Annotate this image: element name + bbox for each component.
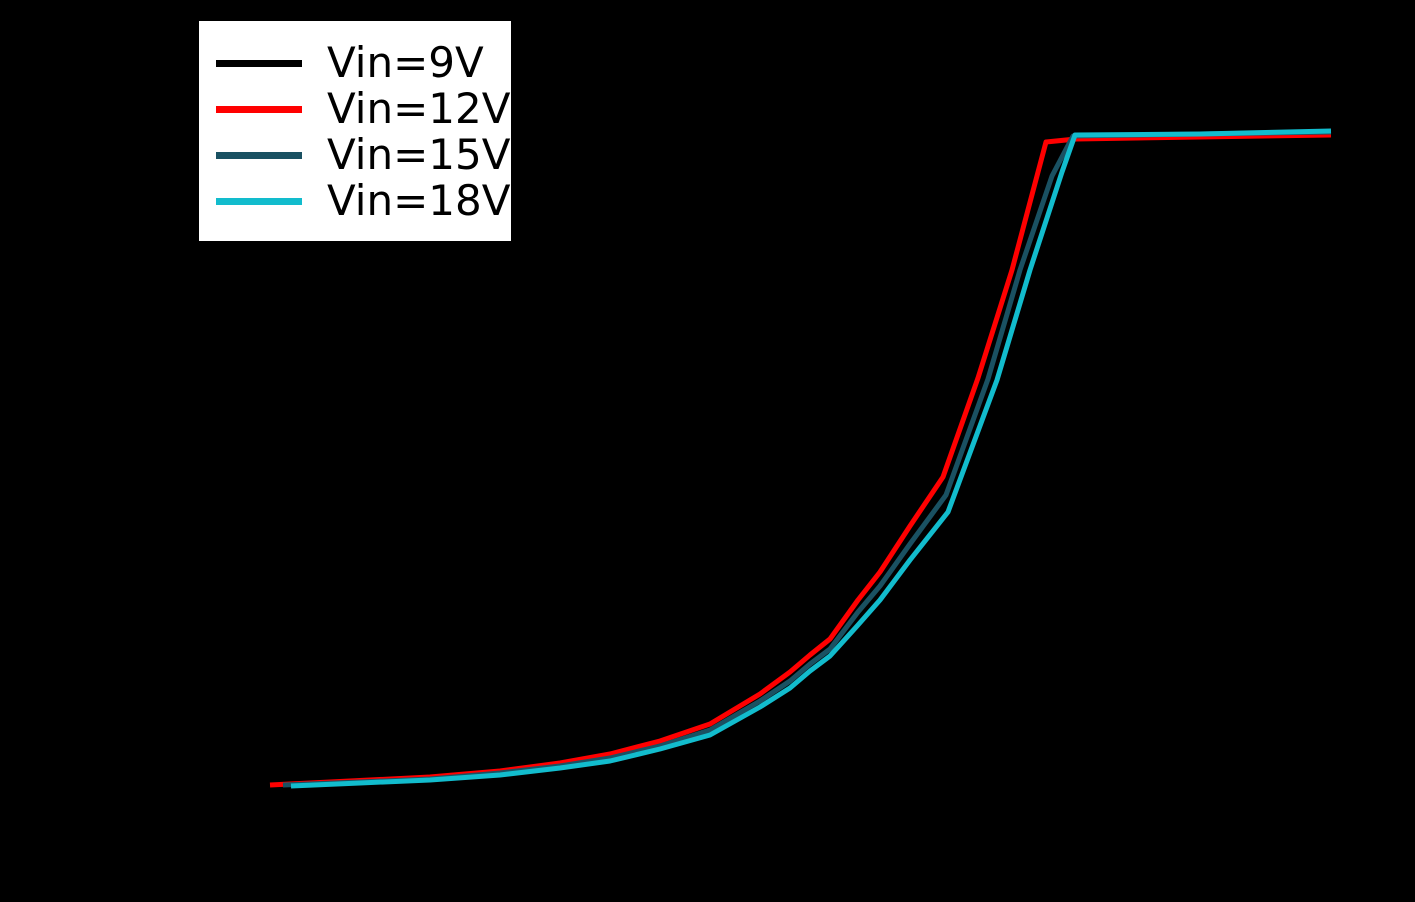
legend-line-swatch-vin15 [216,151,302,159]
legend-line-swatch-vin12 [216,105,302,113]
legend-line-swatch-vin18 [216,197,302,205]
legend-entry-vin9: Vin=9V [199,41,511,85]
series-line-vin-9v [261,130,1332,785]
legend-label-vin9: Vin=9V [327,38,484,87]
legend: Vin=9V Vin=12V Vin=15V Vin=18V [196,18,514,244]
legend-entry-vin12: Vin=12V [199,87,511,131]
legend-entry-vin18: Vin=18V [199,179,511,223]
legend-label-vin12: Vin=12V [327,84,511,133]
legend-entry-vin15: Vin=15V [199,133,511,177]
legend-label-vin15: Vin=15V [327,130,511,179]
series-line-vin-18v [290,128,1332,789]
legend-line-swatch-vin9 [216,59,302,67]
legend-label-vin18: Vin=18V [327,176,511,225]
